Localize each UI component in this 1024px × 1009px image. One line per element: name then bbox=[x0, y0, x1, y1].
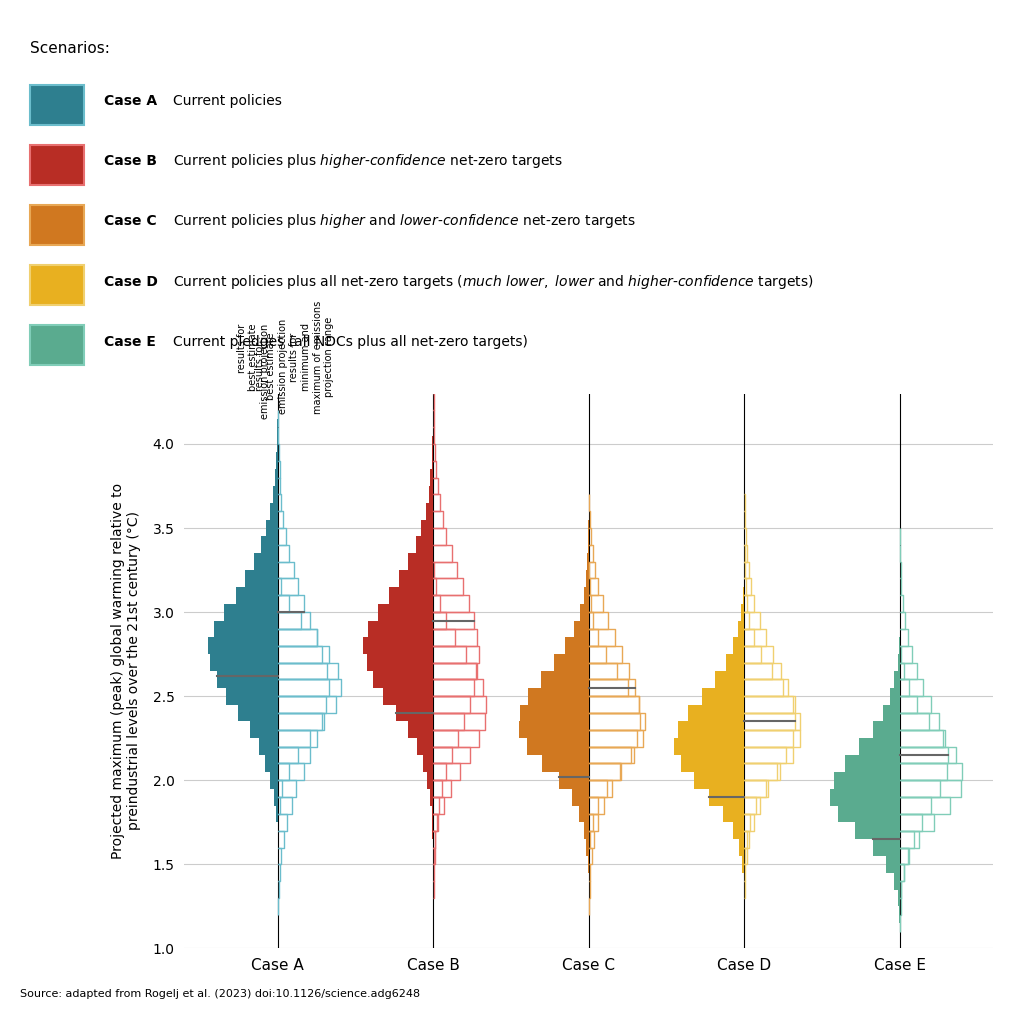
Text: Source: adapted from Rogelj et al. (2023) doi:10.1126/science.adg6248: Source: adapted from Rogelj et al. (2023… bbox=[20, 989, 421, 999]
Text: Current policies plus all net-zero targets ($\it{much\ lower,\ lower}$ and $\it{: Current policies plus all net-zero targe… bbox=[173, 272, 813, 291]
Text: Scenarios:: Scenarios: bbox=[31, 41, 111, 57]
FancyBboxPatch shape bbox=[31, 85, 84, 125]
Text: Case B: Case B bbox=[104, 154, 157, 169]
Text: Current policies plus $\it{higher}$ and $\it{lower}$-$\it{confidence}$ net-zero : Current policies plus $\it{higher}$ and … bbox=[173, 213, 636, 230]
Text: results for
best estimate
emission projection: results for best estimate emission proje… bbox=[237, 324, 270, 419]
FancyBboxPatch shape bbox=[31, 145, 84, 185]
FancyBboxPatch shape bbox=[31, 205, 84, 245]
Text: results for
best estimate
emission projection: results for best estimate emission proje… bbox=[255, 319, 288, 414]
Y-axis label: Projected maximum (peak) global warming relative to
preindustrial levels over th: Projected maximum (peak) global warming … bbox=[112, 483, 141, 859]
Text: Case C: Case C bbox=[104, 215, 157, 228]
FancyBboxPatch shape bbox=[31, 265, 84, 305]
Text: Case A: Case A bbox=[104, 95, 157, 108]
Text: results for
minimum and
maximum of emissions
projection range: results for minimum and maximum of emiss… bbox=[290, 301, 334, 414]
FancyBboxPatch shape bbox=[31, 325, 84, 365]
Text: Current policies plus $\it{higher}$-$\it{confidence}$ net-zero targets: Current policies plus $\it{higher}$-$\it… bbox=[173, 152, 562, 171]
Text: Current policies: Current policies bbox=[173, 95, 282, 108]
Text: Case D: Case D bbox=[104, 274, 158, 289]
Text: Current pledges (all NDCs plus all net-zero targets): Current pledges (all NDCs plus all net-z… bbox=[173, 335, 527, 348]
Text: Case E: Case E bbox=[104, 335, 156, 348]
